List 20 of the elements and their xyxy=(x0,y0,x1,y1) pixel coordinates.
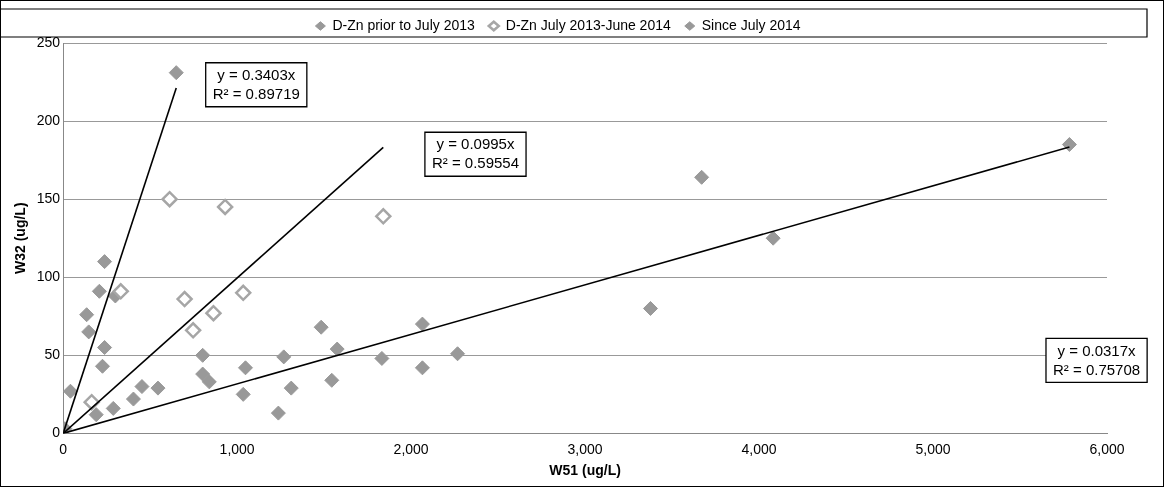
y-tick-label: 150 xyxy=(36,190,61,207)
legend-label: Since July 2014 xyxy=(701,16,801,33)
x-tick-label: 3,000 xyxy=(567,440,603,457)
x-tick-label: 2,000 xyxy=(393,440,429,457)
annotation: y = 0.3403x R² = 0.89719 xyxy=(212,65,300,102)
x-tick-label: 6,000 xyxy=(1089,440,1125,457)
legend-label: D-Zn July 2013-June 2014 xyxy=(505,16,671,33)
x-tick-label: 1,000 xyxy=(219,440,255,457)
y-tick-label: 50 xyxy=(44,346,61,363)
x-tick-label: 4,000 xyxy=(741,440,777,457)
y-tick-label: 250 xyxy=(36,33,61,50)
x-axis-title: W51 (ug/L) xyxy=(549,462,621,479)
legend-label: D-Zn prior to July 2013 xyxy=(332,16,475,33)
y-axis-title: W32 (ug/L) xyxy=(12,202,29,274)
y-tick-label: 0 xyxy=(52,424,61,441)
annotation: y = 0.0317x R² = 0.75708 xyxy=(1052,341,1141,378)
y-tick-label: 100 xyxy=(36,268,61,285)
annotation: y = 0.0995x R² = 0.59554 xyxy=(431,135,520,172)
y-tick-label: 200 xyxy=(36,111,61,128)
x-tick-label: 5,000 xyxy=(915,440,951,457)
